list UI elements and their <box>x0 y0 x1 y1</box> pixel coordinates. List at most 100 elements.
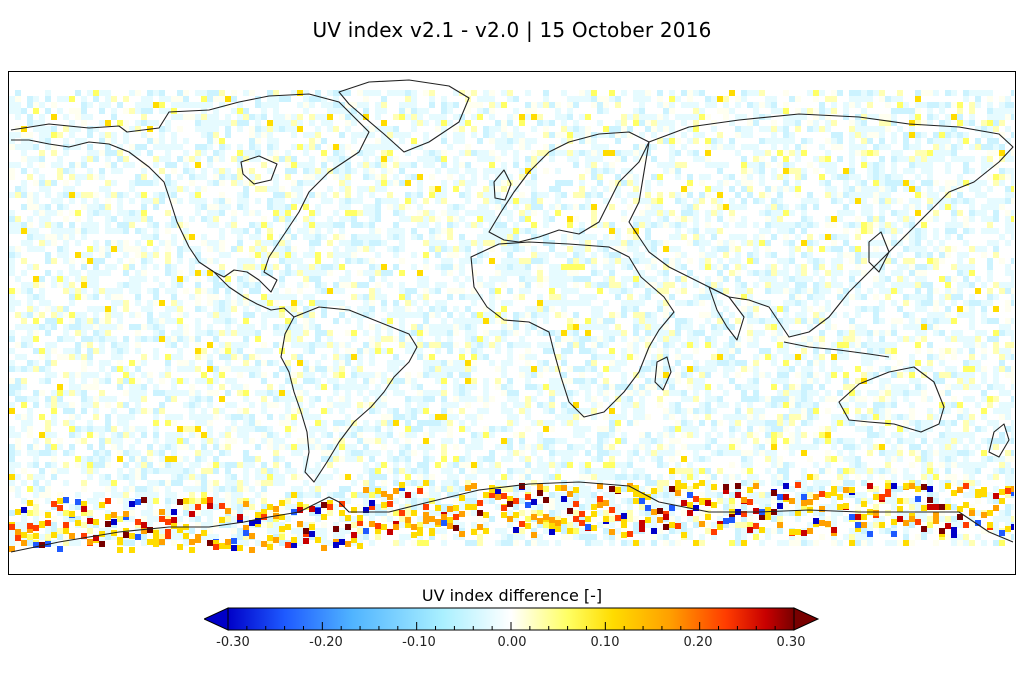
field-cell <box>705 282 711 288</box>
field-cell <box>339 168 345 174</box>
field-cell <box>879 144 885 150</box>
field-cell <box>699 246 705 252</box>
field-cell <box>879 168 885 174</box>
field-cell <box>549 186 555 192</box>
field-cell <box>321 270 327 276</box>
field-cell <box>489 312 495 318</box>
field-cell <box>603 324 609 330</box>
field-cell <box>21 138 27 144</box>
field-cell <box>405 342 411 348</box>
field-cell <box>441 246 447 252</box>
field-cell <box>93 156 99 162</box>
field-cell <box>135 150 141 156</box>
field-cell <box>747 306 753 312</box>
field-cell <box>909 186 915 192</box>
field-cell <box>117 384 123 390</box>
field-cell <box>573 96 579 102</box>
field-cell <box>303 348 309 354</box>
field-cell <box>735 360 741 366</box>
field-cell <box>741 264 747 270</box>
field-cell <box>891 114 897 120</box>
field-cell <box>63 168 69 174</box>
field-cell <box>435 114 441 120</box>
field-cell <box>447 210 453 216</box>
field-cell <box>1011 210 1014 216</box>
field-cell <box>699 288 705 294</box>
field-cell <box>207 132 213 138</box>
field-cell <box>9 330 15 336</box>
field-cell <box>261 324 267 330</box>
field-cell <box>735 336 741 342</box>
field-cell <box>423 366 429 372</box>
field-cell <box>255 174 261 180</box>
field-cell <box>951 276 957 282</box>
field-cell <box>189 384 195 390</box>
field-cell <box>591 174 597 180</box>
field-cell <box>159 336 165 342</box>
field-cell <box>1005 168 1011 174</box>
field-cell <box>537 384 543 390</box>
field-cell <box>405 372 411 378</box>
field-cell <box>207 300 213 306</box>
field-cell <box>297 192 303 198</box>
field-cell <box>507 138 513 144</box>
field-cell <box>261 252 267 258</box>
field-cell <box>579 174 585 180</box>
field-cell <box>489 210 495 216</box>
field-cell <box>153 192 159 198</box>
field-cell <box>387 198 393 204</box>
field-cell <box>915 282 921 288</box>
field-cell <box>789 366 795 372</box>
field-cell <box>855 90 861 96</box>
field-cell <box>795 96 801 102</box>
field-cell <box>363 246 369 252</box>
field-cell <box>783 318 789 324</box>
field-cell <box>873 246 879 252</box>
field-cell <box>441 210 447 216</box>
field-cell <box>141 102 147 108</box>
field-cell <box>45 258 51 264</box>
field-cell <box>597 240 603 246</box>
field-cell <box>333 318 339 324</box>
field-cell <box>297 228 303 234</box>
field-cell <box>117 168 123 174</box>
field-cell <box>447 120 453 126</box>
field-cell <box>831 192 837 198</box>
field-cell <box>951 354 957 360</box>
field-cell <box>147 300 153 306</box>
field-cell <box>525 168 531 174</box>
field-cell <box>933 114 939 120</box>
field-cell <box>267 102 273 108</box>
field-cell <box>939 378 945 384</box>
field-cell <box>1011 270 1014 276</box>
field-cell <box>819 384 825 390</box>
field-cell <box>429 312 435 318</box>
field-cell <box>645 204 651 210</box>
field-cell <box>99 318 105 324</box>
field-cell <box>669 138 675 144</box>
field-cell <box>327 330 333 336</box>
field-cell <box>915 138 921 144</box>
field-cell <box>231 270 237 276</box>
field-cell <box>717 288 723 294</box>
field-cell <box>273 324 279 330</box>
field-cell <box>399 114 405 120</box>
field-cell <box>987 258 993 264</box>
field-cell <box>669 150 675 156</box>
field-cell <box>879 156 885 162</box>
field-cell <box>855 126 861 132</box>
field-cell <box>249 222 255 228</box>
field-cell <box>135 348 141 354</box>
field-cell <box>843 252 849 258</box>
field-cell <box>1011 282 1014 288</box>
field-cell <box>567 156 573 162</box>
field-cell <box>585 300 591 306</box>
field-cell <box>357 246 363 252</box>
field-cell <box>21 354 27 360</box>
field-cell <box>867 240 873 246</box>
field-cell <box>399 168 405 174</box>
field-cell <box>99 330 105 336</box>
field-cell <box>831 270 837 276</box>
field-cell <box>429 162 435 168</box>
field-cell <box>537 156 543 162</box>
